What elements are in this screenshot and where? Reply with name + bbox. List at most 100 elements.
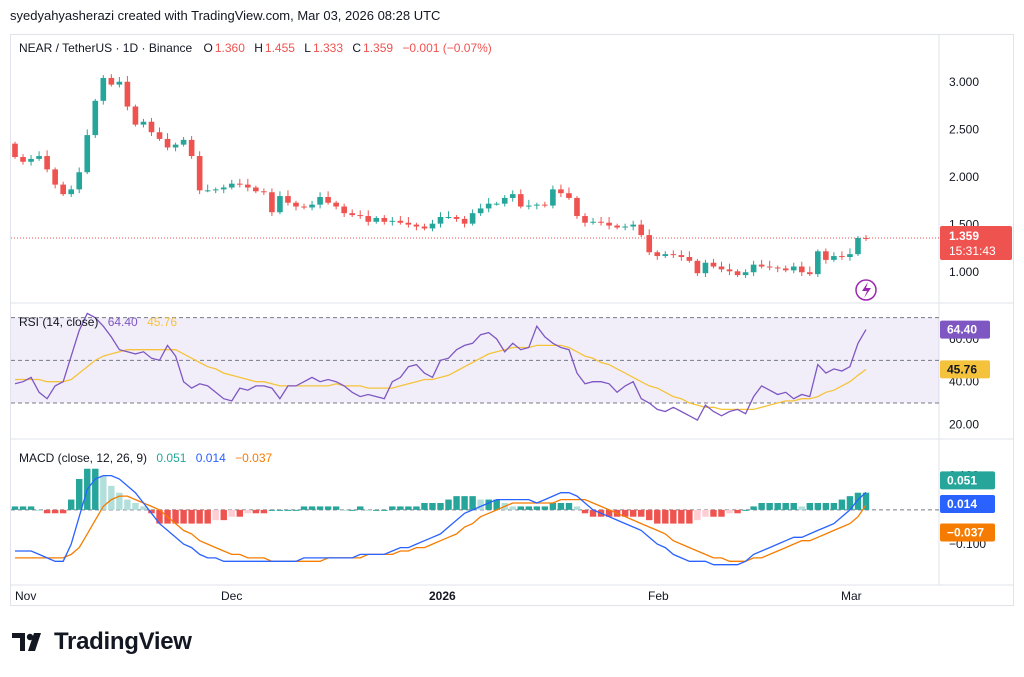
candle-body — [68, 189, 75, 195]
tradingview-logo-icon — [12, 633, 41, 651]
macd-histogram-bar — [493, 499, 500, 510]
candle-body — [790, 266, 797, 271]
macd-histogram-bar — [340, 509, 348, 511]
candle-body — [12, 143, 18, 157]
macd-histogram-bar — [838, 499, 846, 510]
candle-body — [774, 267, 781, 269]
price-axis-tick: 2.000 — [949, 170, 979, 184]
macd-histogram-bar — [108, 485, 115, 510]
macd-histogram-bar — [670, 509, 677, 524]
price-axis-tick: 1.000 — [949, 265, 979, 279]
x-axis-tick: Feb — [648, 589, 669, 603]
symbol-label[interactable]: NEAR / TetherUS · 1D · Binance — [19, 41, 193, 55]
macd-histogram-bar — [316, 506, 324, 510]
macd-histogram-bar — [854, 492, 862, 510]
chart-canvas[interactable]: 3.0002.5002.0001.5001.0001.35915:31:4360… — [11, 35, 1013, 605]
candle-body — [421, 226, 428, 229]
macd-histogram-bar — [300, 506, 308, 510]
price-badge-value: 1.359 — [949, 229, 979, 243]
macd-legend-value: 0.051 — [156, 451, 187, 465]
candle-body — [116, 81, 123, 85]
close-value: 1.359 — [363, 41, 394, 55]
macd-title[interactable]: MACD (close, 12, 26, 9) — [19, 451, 148, 465]
candle-body — [309, 204, 315, 208]
macd-histogram-bar — [822, 503, 830, 510]
macd-histogram-bar — [549, 503, 557, 510]
macd-histogram-bar — [637, 509, 645, 517]
rsi-legend: RSI (14, close) 64.40 45.76 — [19, 315, 179, 329]
candle-body — [333, 202, 339, 207]
open-value: 1.360 — [214, 41, 245, 55]
candle-body — [534, 204, 540, 206]
low-label: L — [304, 41, 311, 55]
macd-histogram-bar — [806, 503, 814, 510]
macd-histogram-bar — [589, 509, 597, 517]
candle-body — [517, 194, 524, 207]
candle-body — [381, 217, 388, 222]
candle-body — [100, 77, 107, 101]
macd-histogram-bar — [686, 509, 693, 524]
chart-frame[interactable]: 3.000 2.500 2.000 1.500 1.000 1.359 15:31:43 60… — [10, 34, 1014, 606]
macd-histogram-bar — [92, 468, 99, 510]
macd-histogram-bar — [429, 503, 436, 510]
macd-histogram-bar — [445, 499, 452, 510]
macd-histogram-bar — [357, 506, 364, 510]
candle-body — [734, 271, 741, 276]
candle-body — [293, 202, 299, 207]
macd-histogram-bar — [758, 503, 765, 510]
rsi-ma-badge-value: 45.76 — [947, 362, 977, 376]
tradingview-logo[interactable]: TradingView — [12, 628, 192, 656]
macd-histogram-bar — [421, 503, 428, 510]
candle-body — [405, 222, 412, 225]
macd-histogram-bar — [862, 492, 870, 510]
candle-body — [670, 254, 677, 256]
macd-histogram-bar — [629, 509, 637, 517]
candle-body — [758, 264, 765, 267]
candle-body — [750, 264, 757, 273]
candle-body — [566, 193, 572, 198]
candle-body — [630, 224, 636, 227]
macd-histogram-bar — [244, 509, 252, 514]
candle-body — [662, 254, 669, 257]
macd-histogram-bar — [830, 503, 838, 510]
candle-body — [285, 196, 291, 203]
macd-histogram-bar — [348, 509, 356, 511]
macd-histogram-bar — [846, 496, 854, 510]
rsi-title[interactable]: RSI (14, close) — [19, 315, 99, 329]
macd-histogram-bar — [100, 475, 107, 510]
macd-histogram-bar — [662, 509, 669, 524]
macd-histogram-bar — [373, 509, 380, 511]
candle-body — [646, 235, 653, 253]
candle-body — [437, 217, 444, 224]
macd-histogram-bar — [517, 506, 524, 510]
candle-body — [357, 215, 364, 217]
macd-histogram-bar — [67, 499, 75, 510]
rsi-ma-line — [15, 344, 867, 411]
candle-body — [245, 184, 251, 188]
macd-histogram-bar — [51, 509, 59, 514]
candle-body — [180, 139, 187, 145]
rsi-badge — [940, 320, 990, 339]
candle-body — [20, 157, 26, 162]
macd-histogram-bar — [694, 509, 701, 521]
macd-histogram-bar — [814, 503, 822, 510]
macd-badge-value: 0.051 — [947, 473, 977, 487]
macd-histogram-bar — [19, 506, 27, 510]
candle-body — [301, 206, 307, 208]
candle-body — [429, 223, 436, 229]
candle-body — [638, 224, 645, 236]
candle-body — [341, 206, 347, 214]
candle-body — [493, 203, 500, 205]
macd-histogram-bar — [437, 503, 444, 510]
candle-body — [855, 237, 861, 255]
macd-histogram-bar — [59, 509, 67, 514]
candle-body — [453, 217, 460, 219]
candle-body — [397, 220, 404, 223]
rsi-ma-badge — [940, 360, 990, 379]
x-axis-tick: Mar — [841, 589, 862, 603]
macd-histogram-bar — [76, 479, 83, 510]
macd-histogram-bar — [292, 509, 300, 511]
macd-histogram-bar — [35, 509, 43, 511]
candle-body — [686, 257, 693, 261]
